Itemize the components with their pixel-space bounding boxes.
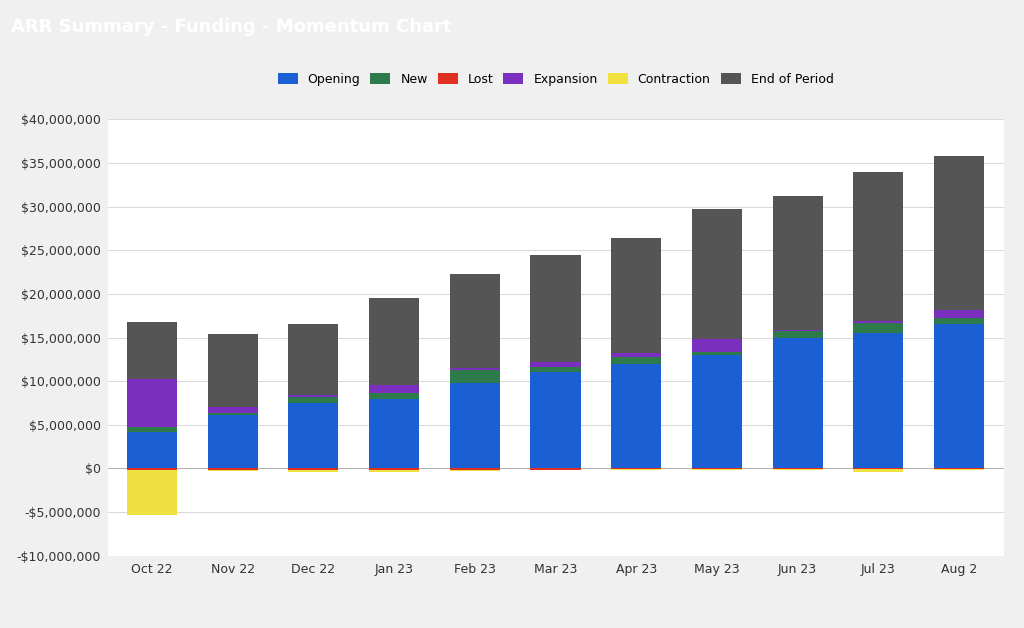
Bar xyxy=(530,372,581,468)
Bar xyxy=(289,470,338,472)
Bar xyxy=(692,468,742,469)
Bar xyxy=(127,379,177,428)
Bar xyxy=(611,357,662,364)
Bar xyxy=(289,325,338,395)
Bar xyxy=(611,238,662,354)
Bar xyxy=(692,209,742,339)
Bar xyxy=(450,368,500,370)
Bar xyxy=(127,432,177,468)
Legend: Opening, New, Lost, Expansion, Contraction, End of Period: Opening, New, Lost, Expansion, Contracti… xyxy=(273,69,838,89)
Bar xyxy=(934,156,984,310)
Bar xyxy=(853,171,903,321)
Bar xyxy=(692,352,742,355)
Bar xyxy=(208,334,258,408)
Bar xyxy=(289,403,338,468)
Bar xyxy=(853,469,903,472)
Bar xyxy=(692,355,742,468)
Bar xyxy=(773,196,822,330)
Bar xyxy=(773,468,822,469)
Bar xyxy=(530,256,581,362)
Bar xyxy=(208,415,258,468)
Bar xyxy=(369,399,419,468)
Bar xyxy=(853,323,903,333)
Bar xyxy=(853,321,903,323)
Bar xyxy=(289,397,338,403)
Bar xyxy=(369,392,419,399)
Bar xyxy=(369,470,419,472)
Bar xyxy=(127,470,177,515)
Bar xyxy=(692,339,742,352)
Bar xyxy=(289,468,338,470)
Bar xyxy=(934,310,984,318)
Bar xyxy=(450,383,500,468)
Bar xyxy=(450,274,500,368)
Bar xyxy=(530,362,581,367)
Bar xyxy=(934,318,984,325)
Bar xyxy=(289,395,338,397)
Bar xyxy=(208,413,258,415)
Bar xyxy=(530,367,581,372)
Bar xyxy=(369,385,419,392)
Bar xyxy=(934,468,984,469)
Bar xyxy=(611,468,662,469)
Bar xyxy=(611,354,662,357)
Bar xyxy=(773,338,822,468)
Bar xyxy=(773,330,822,332)
Bar xyxy=(853,468,903,469)
Bar xyxy=(934,325,984,468)
Bar xyxy=(773,332,822,338)
Bar xyxy=(530,468,581,470)
Bar xyxy=(208,468,258,470)
Bar xyxy=(127,428,177,432)
Bar xyxy=(611,364,662,468)
Bar xyxy=(450,370,500,383)
Bar xyxy=(450,470,500,471)
Text: ARR Summary - Funding - Momentum Chart: ARR Summary - Funding - Momentum Chart xyxy=(11,18,452,36)
Bar xyxy=(127,322,177,379)
Bar xyxy=(369,298,419,385)
Bar xyxy=(369,468,419,470)
Bar xyxy=(450,468,500,470)
Bar xyxy=(127,468,177,470)
Bar xyxy=(208,408,258,413)
Bar xyxy=(853,333,903,468)
